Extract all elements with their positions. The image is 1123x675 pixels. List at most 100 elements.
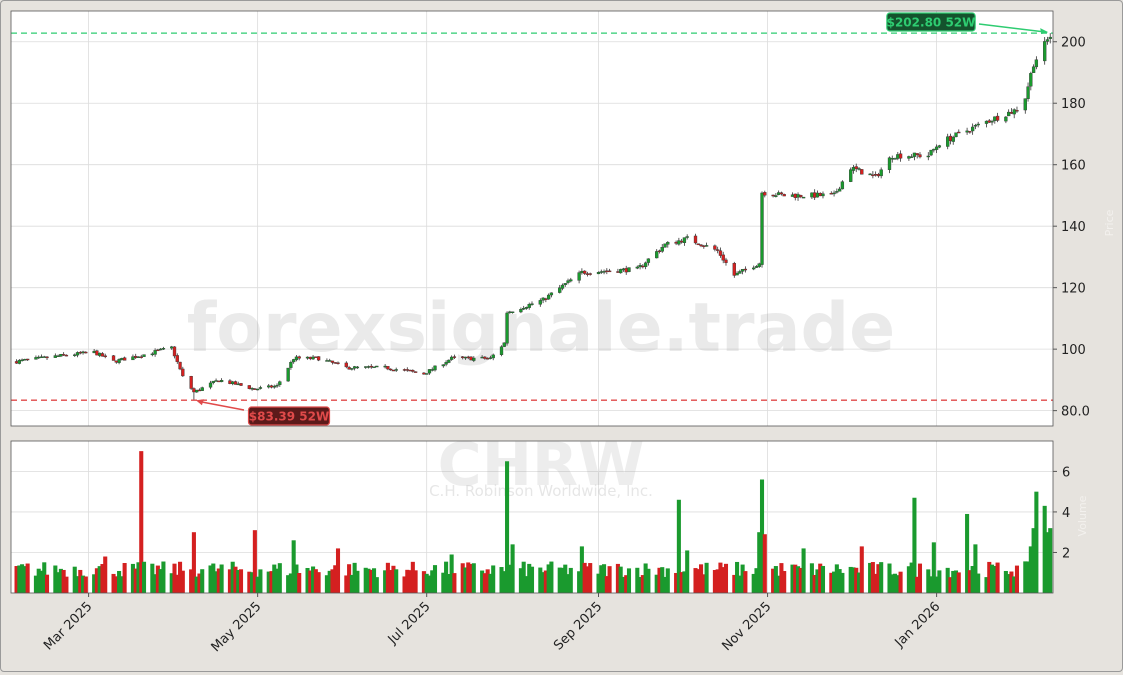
volume-bar xyxy=(208,565,213,593)
volume-bar xyxy=(643,563,648,593)
volume-bar xyxy=(524,576,529,593)
x-tick-label: Jul 2025 xyxy=(385,599,434,648)
volume-bar xyxy=(507,564,512,593)
volume-bar xyxy=(615,563,620,593)
candle-body xyxy=(702,245,706,247)
candle-body xyxy=(175,355,179,362)
candle-body xyxy=(663,243,667,248)
volume-bar xyxy=(723,563,729,593)
candle-body xyxy=(699,244,703,247)
volume-bar xyxy=(582,562,587,593)
candle-body xyxy=(122,357,127,361)
candle-body xyxy=(732,263,736,276)
volume-bar xyxy=(873,573,878,593)
candle-body xyxy=(305,356,310,359)
volume-bar xyxy=(1026,561,1031,593)
volume-bar xyxy=(757,532,762,593)
volume-bar xyxy=(704,562,709,593)
volume-bar xyxy=(1048,528,1053,593)
volume-bar xyxy=(141,561,147,593)
volume-bar xyxy=(1009,571,1014,593)
volume-bar xyxy=(657,567,662,593)
volume-bar xyxy=(782,571,787,593)
candle-body xyxy=(178,361,182,370)
volume-bar xyxy=(83,576,88,593)
volume-bar xyxy=(369,569,374,593)
volume-bar xyxy=(349,574,354,593)
volume-bar xyxy=(1031,528,1036,593)
volume-bar xyxy=(117,570,122,593)
volume-bar xyxy=(743,571,748,593)
candle-body xyxy=(37,356,41,359)
volume-tick-label: 6 xyxy=(1062,465,1070,480)
candle-body xyxy=(530,303,534,305)
volume-bar xyxy=(906,566,911,593)
volume-bar xyxy=(987,561,992,593)
volume-bar xyxy=(859,546,864,593)
candle-body xyxy=(527,304,531,308)
candle-body xyxy=(546,294,551,300)
volume-bar xyxy=(216,568,221,593)
candle-body xyxy=(42,356,46,358)
candle-body xyxy=(937,145,942,148)
candle-body xyxy=(519,309,523,313)
candle-body xyxy=(247,385,251,389)
candle-body xyxy=(957,131,961,134)
candle-body xyxy=(638,264,642,268)
candle-body xyxy=(189,376,193,389)
candle-body xyxy=(289,362,293,368)
candle-body xyxy=(569,279,573,282)
volume-bar xyxy=(421,571,426,593)
volume-bar xyxy=(211,563,216,593)
candle-body xyxy=(763,192,767,196)
candle-body xyxy=(793,193,797,198)
volume-bar xyxy=(953,570,959,593)
volume-bar xyxy=(779,563,784,593)
volume-bar xyxy=(751,573,756,593)
candle-body xyxy=(258,387,263,389)
volume-bar xyxy=(405,569,410,593)
candle-body xyxy=(278,381,282,385)
candle-body xyxy=(965,130,969,133)
candle-body xyxy=(754,266,759,268)
volume-bar xyxy=(956,572,961,593)
candle-body xyxy=(995,115,1000,121)
volume-bar xyxy=(674,572,679,593)
volume-bar xyxy=(94,568,99,593)
candle-body xyxy=(408,369,412,372)
volume-bar xyxy=(385,562,390,593)
candle-body xyxy=(948,135,953,142)
candle-body xyxy=(92,350,96,354)
candle-body xyxy=(1023,98,1027,111)
candle-body xyxy=(75,352,80,356)
candle-body xyxy=(449,356,454,360)
volume-bar xyxy=(308,570,313,593)
volume-bar xyxy=(153,574,158,593)
volume-bar xyxy=(133,568,138,593)
volume-bar xyxy=(976,573,981,593)
volume-bar xyxy=(335,548,341,593)
volume-bar xyxy=(527,563,532,593)
candle-body xyxy=(599,271,603,273)
candle-body xyxy=(743,268,748,271)
volume-bar xyxy=(638,577,643,593)
candle-body xyxy=(771,194,775,197)
volume-bar xyxy=(945,567,950,593)
volume-bar xyxy=(699,564,704,593)
volume-bar xyxy=(801,548,806,593)
ticker-watermark: CHRW xyxy=(438,430,645,500)
candle-body xyxy=(716,249,720,251)
volume-bar xyxy=(313,569,318,593)
candle-body xyxy=(544,298,548,300)
volume-bar xyxy=(72,566,77,593)
volume-bar xyxy=(214,571,219,593)
volume-bar xyxy=(36,568,41,593)
candle-body xyxy=(1034,59,1039,68)
volume-bar xyxy=(366,568,371,593)
volume-bar xyxy=(840,572,845,593)
volume-bar xyxy=(771,568,776,593)
volume-bar xyxy=(510,544,515,593)
candle-body xyxy=(447,359,451,363)
candle-body xyxy=(469,356,473,361)
